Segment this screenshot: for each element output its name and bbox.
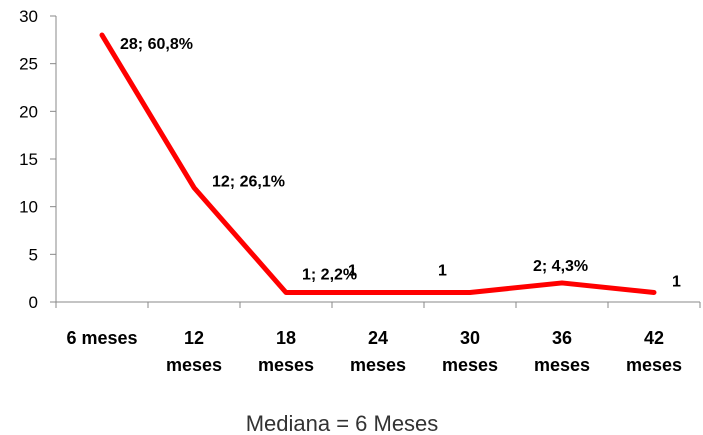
y-tick-label: 5 <box>29 245 38 264</box>
chart-caption: Mediana = 6 Meses <box>246 411 439 435</box>
data-label: 1 <box>348 262 357 279</box>
y-tick-label: 30 <box>19 7 38 26</box>
x-category-label: 12 meses <box>166 328 222 375</box>
data-label: 1 <box>438 262 447 279</box>
y-axis-ticks: 0 5 10 15 20 25 30 <box>19 7 56 312</box>
data-label: 28; 60,8% <box>120 36 193 53</box>
x-category-label: 6 meses <box>66 328 137 348</box>
y-tick-label: 15 <box>19 150 38 169</box>
x-category-label: 30 meses <box>442 328 498 375</box>
data-label: 12; 26,1% <box>212 174 285 191</box>
chart-axes <box>55 16 700 303</box>
y-tick-label: 20 <box>19 102 38 121</box>
data-label: 1 <box>672 273 681 290</box>
data-label: 2; 4,3% <box>533 258 588 275</box>
x-category-label: 36 meses <box>534 328 590 375</box>
y-tick-label: 0 <box>29 293 38 312</box>
x-category-label: 18 meses <box>258 328 314 375</box>
y-tick-label: 25 <box>19 55 38 74</box>
x-category-label: 42 meses <box>626 328 682 375</box>
data-label: 1; 2,2% <box>302 266 357 283</box>
x-axis-categories: 6 meses 12 meses 18 meses 24 meses 30 meses 36 mes… <box>55 302 701 375</box>
x-category-label: 24 meses <box>350 328 406 375</box>
series-line <box>99 32 657 295</box>
data-labels: 28; 60,8%12; 26,1%1; 2,2%1 1 2; 4,3%1 <box>120 36 681 290</box>
y-tick-label: 10 <box>19 198 38 217</box>
